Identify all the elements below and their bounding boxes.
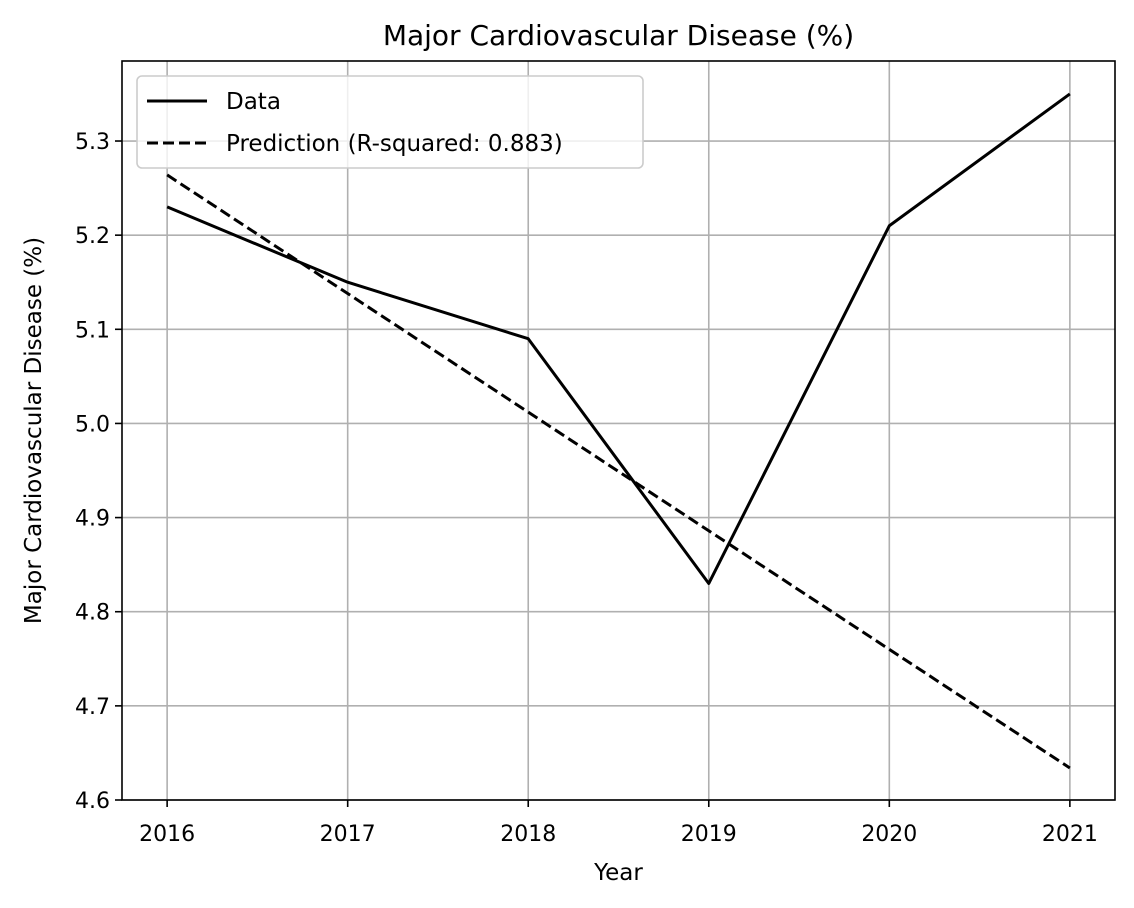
y-tick-label: 4.9 <box>75 507 110 532</box>
x-tick-label: 2019 <box>681 822 737 847</box>
y-axis: 4.6 4.7 4.8 4.9 5.0 5.1 5.2 5.3 <box>75 130 122 814</box>
y-axis-label: Major Cardiovascular Disease (%) <box>21 237 47 624</box>
y-tick-label: 4.6 <box>75 789 110 814</box>
legend-label: Data <box>226 89 281 115</box>
legend-box <box>136 75 644 169</box>
y-tick-label: 5.1 <box>75 318 110 343</box>
legend: Data Prediction (R-squared: 0.883) <box>136 75 644 169</box>
series-layer <box>166 92 1071 770</box>
x-axis: 2016 2017 2018 2019 2020 2021 <box>139 800 1098 847</box>
y-tick-label: 5.3 <box>75 130 110 155</box>
x-tick-label: 2021 <box>1042 822 1098 847</box>
y-tick-label: 5.2 <box>75 224 110 249</box>
x-tick-label: 2016 <box>139 822 195 847</box>
x-tick-label: 2020 <box>861 822 917 847</box>
y-tick-label: 4.7 <box>75 695 110 720</box>
y-tick-label: 5.0 <box>75 412 110 437</box>
plot-frame <box>121 60 1116 801</box>
x-axis-label: Year <box>593 860 643 886</box>
grid <box>122 61 1115 801</box>
x-tick-label: 2017 <box>320 822 376 847</box>
y-tick-label: 4.8 <box>75 601 110 626</box>
prediction-series-line <box>166 173 1071 770</box>
data-series-line <box>166 92 1071 585</box>
legend-label: Prediction (R-squared: 0.883) <box>226 131 563 157</box>
chart-title: Major Cardiovascular Disease (%) <box>383 19 854 52</box>
x-tick-label: 2018 <box>500 822 556 847</box>
